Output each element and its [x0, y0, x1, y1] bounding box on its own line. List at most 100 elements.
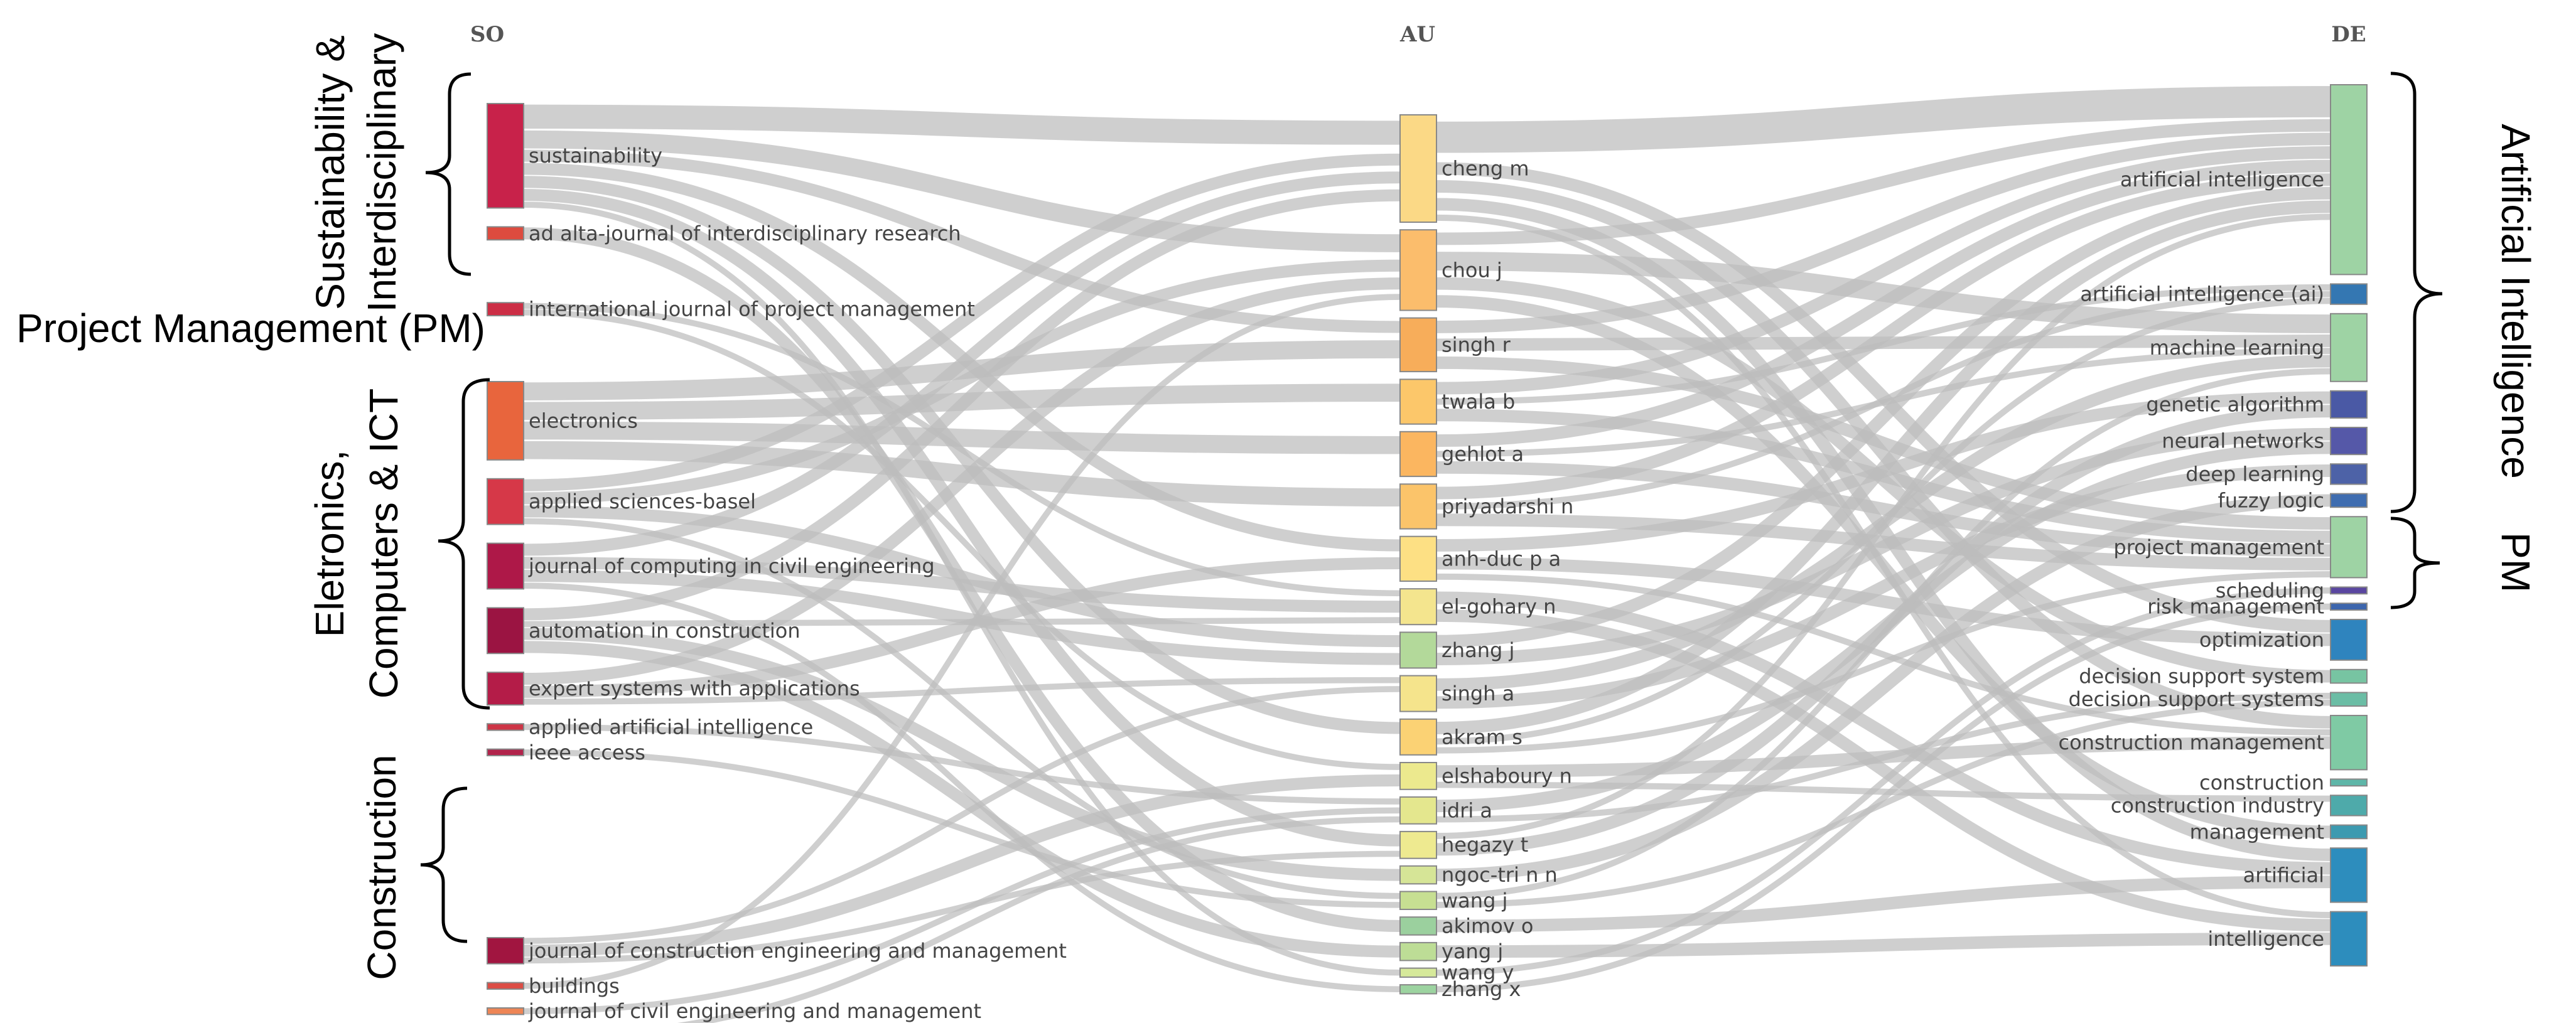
- node-label-de-de8: project management: [2113, 535, 2324, 559]
- flow-link-so5-au1: [523, 153, 1401, 491]
- flow-link-so5-au9: [523, 505, 1401, 648]
- node-so-so5[interactable]: [487, 478, 524, 525]
- node-de-de16[interactable]: [2330, 795, 2368, 817]
- node-au-au15[interactable]: [1399, 865, 1437, 885]
- node-so-so11[interactable]: [487, 937, 524, 965]
- node-de-de12[interactable]: [2330, 668, 2368, 684]
- bracket-pm-right: [2390, 517, 2440, 609]
- flow-link-au9-de1: [1436, 186, 2331, 648]
- flow-link-au4-de1: [1436, 146, 2331, 395]
- flow-link-au4-de2: [1436, 284, 2331, 405]
- node-de-de15[interactable]: [2330, 778, 2368, 787]
- node-au-au12[interactable]: [1399, 762, 1437, 790]
- node-au-au11[interactable]: [1399, 718, 1437, 756]
- group-label-sustainability-line2: Interdisciplinary: [359, 33, 404, 313]
- node-label-so-so5: applied sciences-basel: [529, 490, 756, 513]
- node-label-de-de10: risk management: [2147, 595, 2324, 619]
- node-au-au9[interactable]: [1399, 631, 1437, 669]
- node-de-de1[interactable]: [2330, 84, 2368, 276]
- node-so-so10[interactable]: [487, 748, 524, 756]
- column-headers: SO AU DE: [470, 22, 2366, 47]
- node-au-au8[interactable]: [1399, 588, 1437, 626]
- node-au-au16[interactable]: [1399, 891, 1437, 910]
- node-label-au-au8: el-gohary n: [1442, 595, 1556, 619]
- flow-link-au11-de8: [1436, 571, 2331, 754]
- node-au-au13[interactable]: [1399, 796, 1437, 825]
- flow-link-au1-de1: [1436, 86, 2331, 153]
- node-de-de10[interactable]: [2330, 603, 2368, 611]
- node-so-so1[interactable]: [487, 103, 524, 209]
- group-label-pm-right: PM: [2493, 532, 2538, 592]
- flow-link-au16-de13: [1436, 699, 2331, 908]
- node-de-de18[interactable]: [2330, 847, 2368, 903]
- node-so-so2[interactable]: [487, 226, 524, 241]
- node-au-au4[interactable]: [1399, 378, 1437, 425]
- node-so-so3[interactable]: [487, 302, 524, 317]
- node-de-de17[interactable]: [2330, 824, 2368, 840]
- node-de-de14[interactable]: [2330, 715, 2368, 771]
- flow-link-au7-de11: [1436, 557, 2331, 646]
- node-label-so-so9: applied artificial intelligence: [529, 715, 813, 739]
- node-de-de7[interactable]: [2330, 493, 2368, 508]
- node-au-au3[interactable]: [1399, 317, 1437, 373]
- node-de-de11[interactable]: [2330, 619, 2368, 661]
- flow-link-so5-au16: [523, 518, 1401, 899]
- node-so-so12[interactable]: [487, 982, 524, 990]
- node-label-au-au11: akram s: [1442, 725, 1522, 749]
- node-au-au18[interactable]: [1399, 941, 1437, 961]
- flow-link-au5-de1: [1436, 159, 2331, 447]
- group-label-construction: Construction: [359, 754, 404, 980]
- node-de-de9[interactable]: [2330, 586, 2368, 595]
- node-so-so7[interactable]: [487, 607, 524, 655]
- node-au-au20[interactable]: [1399, 984, 1437, 995]
- node-label-so-so2: ad alta-journal of interdisciplinary res…: [529, 222, 961, 245]
- node-de-de4[interactable]: [2330, 390, 2368, 419]
- node-so-so9[interactable]: [487, 723, 524, 731]
- node-label-so-so6: journal of computing in civil engineerin…: [528, 554, 935, 578]
- flow-link-so4-au5: [523, 421, 1401, 454]
- node-au-au14[interactable]: [1399, 830, 1437, 859]
- node-label-so-so10: ieee access: [529, 741, 645, 764]
- node-so-so8[interactable]: [487, 672, 524, 706]
- flow-link-so14-au13: [676, 816, 1401, 1023]
- node-label-so-so4: electronics: [529, 409, 638, 432]
- node-label-au-au20: zhang x: [1442, 977, 1521, 1001]
- flow-link-so13-au13: [523, 807, 1401, 1014]
- flow-link-au15-de7: [1436, 494, 2331, 881]
- column-header-au: AU: [1399, 22, 1435, 47]
- node-so-so13[interactable]: [487, 1007, 524, 1015]
- node-de-de3[interactable]: [2330, 313, 2368, 382]
- flow-link-au6-de1: [1436, 173, 2331, 500]
- node-de-de6[interactable]: [2330, 463, 2368, 485]
- group-label-electronics-line2: Computers & ICT: [361, 388, 406, 699]
- node-au-au17[interactable]: [1399, 916, 1437, 936]
- node-de-de2[interactable]: [2330, 283, 2368, 305]
- nodes: [487, 84, 2368, 1015]
- node-label-so-so7: automation in construction: [529, 619, 800, 643]
- node-label-au-au5: gehlot a: [1442, 442, 1524, 466]
- node-au-au19[interactable]: [1399, 967, 1437, 978]
- node-au-au6[interactable]: [1399, 483, 1437, 530]
- flow-link-so11-au14: [523, 850, 1401, 964]
- flow-link-so3-au12: [523, 309, 1401, 770]
- node-label-de-de16: construction industry: [2111, 793, 2324, 817]
- node-so-so4[interactable]: [487, 381, 524, 461]
- node-de-de19[interactable]: [2330, 911, 2368, 967]
- node-au-au1[interactable]: [1399, 114, 1437, 223]
- node-de-de8[interactable]: [2330, 516, 2368, 579]
- node-label-au-au4: twala b: [1442, 390, 1515, 414]
- flow-link-au1-de14: [1436, 180, 2331, 729]
- node-label-de-de1: artificial intelligence: [2120, 168, 2324, 191]
- node-au-au10[interactable]: [1399, 675, 1437, 712]
- flow-link-so1-au1: [523, 104, 1401, 145]
- node-label-au-au18: yang j: [1442, 940, 1503, 963]
- node-so-so6[interactable]: [487, 542, 524, 590]
- node-de-de5[interactable]: [2330, 427, 2368, 456]
- node-au-au5[interactable]: [1399, 431, 1437, 478]
- flow-link-au3-de1: [1436, 132, 2331, 333]
- node-au-au2[interactable]: [1399, 229, 1437, 311]
- bracket-construction: [420, 786, 468, 943]
- node-de-de13[interactable]: [2330, 692, 2368, 707]
- node-au-au7[interactable]: [1399, 535, 1437, 582]
- node-label-au-au9: zhang j: [1442, 638, 1514, 662]
